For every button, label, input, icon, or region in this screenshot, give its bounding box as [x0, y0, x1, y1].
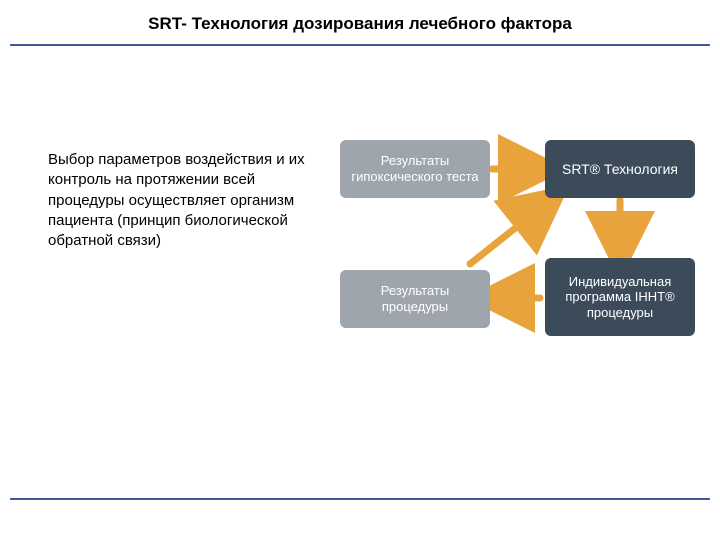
node-individual-program: Индивидуальная программа IHHT® процедуры	[545, 258, 695, 336]
bottom-rule	[10, 498, 710, 500]
flow-diagram: Результаты гипоксического теста SRT® Тех…	[330, 130, 700, 370]
body-paragraph: Выбор параметров воздействия и их контро…	[48, 150, 308, 251]
page-title: SRT- Технология дозирования лечебного фа…	[0, 0, 720, 40]
node-procedure-results: Результаты процедуры	[340, 270, 490, 328]
node-hypoxic-test: Результаты гипоксического теста	[340, 140, 490, 198]
node-srt-technology: SRT® Технология	[545, 140, 695, 198]
top-rule	[10, 44, 710, 46]
